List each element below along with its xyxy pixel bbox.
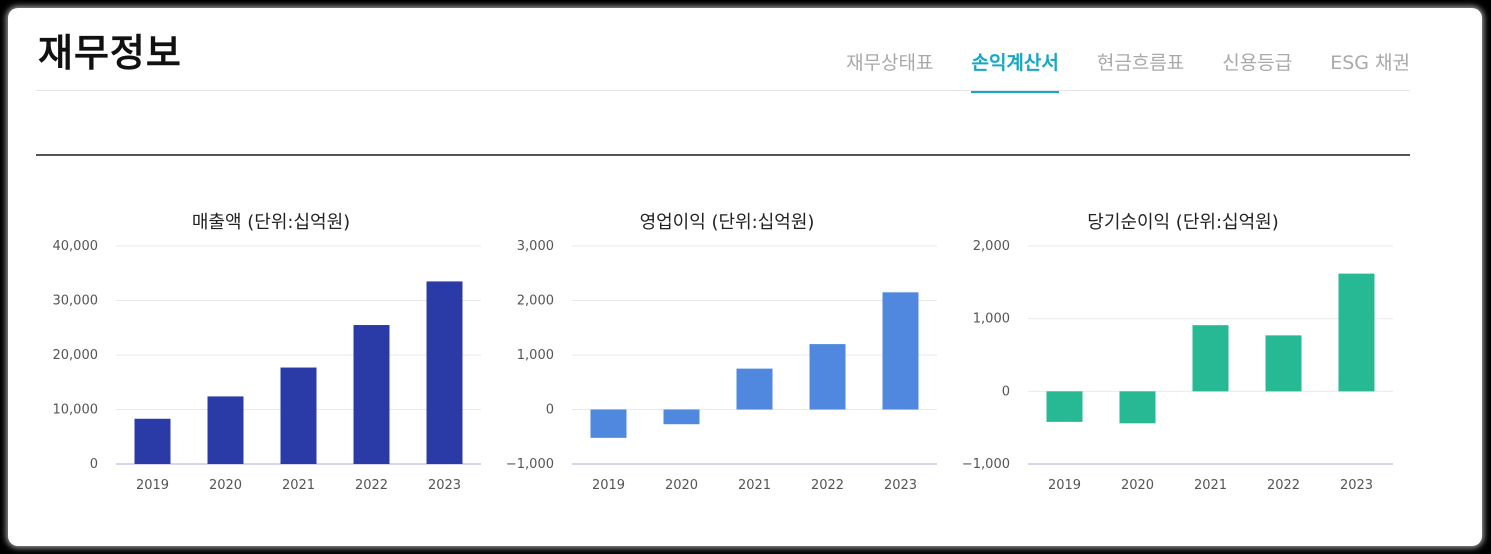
bar-2023[interactable] [882, 292, 919, 410]
operating-profit-chart-plot: −1,000 0 1,000 2,000 3,000 2019 2020 2021 2022 20… [506, 239, 937, 493]
x-tick-label: 2019 [592, 478, 625, 493]
y-tick-label: 0 [1002, 384, 1010, 399]
y-tick-label: 30,000 [53, 294, 99, 309]
x-tick-label: 2023 [884, 478, 917, 493]
net-income-chart: 당기순이익 (단위:십억원) −1,000 0 1,000 2,000 2019 2020… [948, 208, 1418, 508]
y-tick-label: 40,000 [53, 239, 99, 254]
x-tick-label: 2020 [665, 478, 698, 493]
x-tick-label: 2021 [738, 478, 771, 493]
y-tick-label: 0 [90, 457, 98, 472]
bar-2019[interactable] [134, 418, 171, 464]
y-tick-label: 20,000 [53, 348, 99, 363]
revenue-chart: 매출액 (단위:십억원) 0 10,000 20,000 30,000 40,000 20… [36, 208, 506, 508]
bar-2020[interactable] [1119, 391, 1156, 424]
x-tick-label: 2023 [1340, 478, 1373, 493]
bar-2023[interactable] [1338, 273, 1375, 392]
bar-2022[interactable] [353, 325, 390, 464]
tab-bar: 재무상태표 손익계산서 현금흐름표 신용등급 ESG 채권 [846, 48, 1410, 93]
bar-2019[interactable] [1046, 391, 1083, 422]
bar-2020[interactable] [663, 409, 700, 425]
page-title: 재무정보 [38, 31, 182, 75]
x-tick-label: 2022 [1267, 478, 1300, 493]
bar-2023[interactable] [426, 281, 463, 464]
bar-2022[interactable] [1265, 335, 1302, 392]
bar-2021[interactable] [736, 368, 773, 410]
x-tick-label: 2019 [136, 478, 169, 493]
y-tick-label: 3,000 [517, 239, 554, 254]
x-tick-label: 2020 [209, 478, 242, 493]
x-tick-label: 2021 [282, 478, 315, 493]
x-tick-label: 2020 [1121, 478, 1154, 493]
chart-title: 당기순이익 (단위:십억원) [1087, 212, 1279, 233]
revenue-chart-plot: 0 10,000 20,000 30,000 40,000 2019 2020 2021 202… [53, 239, 481, 493]
y-tick-label: 1,000 [973, 312, 1010, 327]
operating-profit-chart: 영업이익 (단위:십억원) −1,000 0 1,000 2,000 3,000 2019… [492, 208, 962, 508]
x-tick-label: 2023 [428, 478, 461, 493]
bar-2021[interactable] [1192, 325, 1229, 392]
tab-esg-bond[interactable]: ESG 채권 [1330, 52, 1410, 74]
tab-balance-sheet[interactable]: 재무상태표 [846, 52, 934, 74]
y-tick-label: 2,000 [517, 294, 554, 309]
chart-title: 매출액 (단위:십억원) [191, 212, 351, 233]
bar-2021[interactable] [280, 367, 317, 464]
tab-credit-rating[interactable]: 신용등급 [1222, 52, 1293, 74]
y-tick-label: 2,000 [973, 239, 1010, 254]
section-divider [36, 154, 1410, 156]
bar-2019[interactable] [590, 409, 627, 438]
y-tick-label: 0 [546, 403, 554, 418]
x-tick-label: 2022 [811, 478, 844, 493]
bar-2020[interactable] [207, 396, 244, 464]
y-tick-label: −1,000 [506, 457, 554, 472]
chart-title: 영업이익 (단위:십억원) [639, 212, 815, 233]
x-tick-label: 2021 [1194, 478, 1227, 493]
bar-2022[interactable] [809, 344, 846, 410]
x-tick-label: 2022 [355, 478, 388, 493]
x-tick-label: 2019 [1048, 478, 1081, 493]
tab-income-statement[interactable]: 손익계산서 [971, 48, 1059, 93]
tab-divider [36, 90, 1410, 91]
net-income-chart-plot: −1,000 0 1,000 2,000 2019 2020 2021 2022 2023 [962, 239, 1393, 493]
tab-cash-flow[interactable]: 현금흐름표 [1096, 52, 1185, 74]
financial-info-panel: 재무정보 재무상태표 손익계산서 현금흐름표 신용등급 ESG 채권 매출액 (… [8, 8, 1482, 546]
y-tick-label: 10,000 [53, 403, 99, 418]
y-tick-label: 1,000 [517, 348, 554, 363]
y-tick-label: −1,000 [962, 457, 1010, 472]
